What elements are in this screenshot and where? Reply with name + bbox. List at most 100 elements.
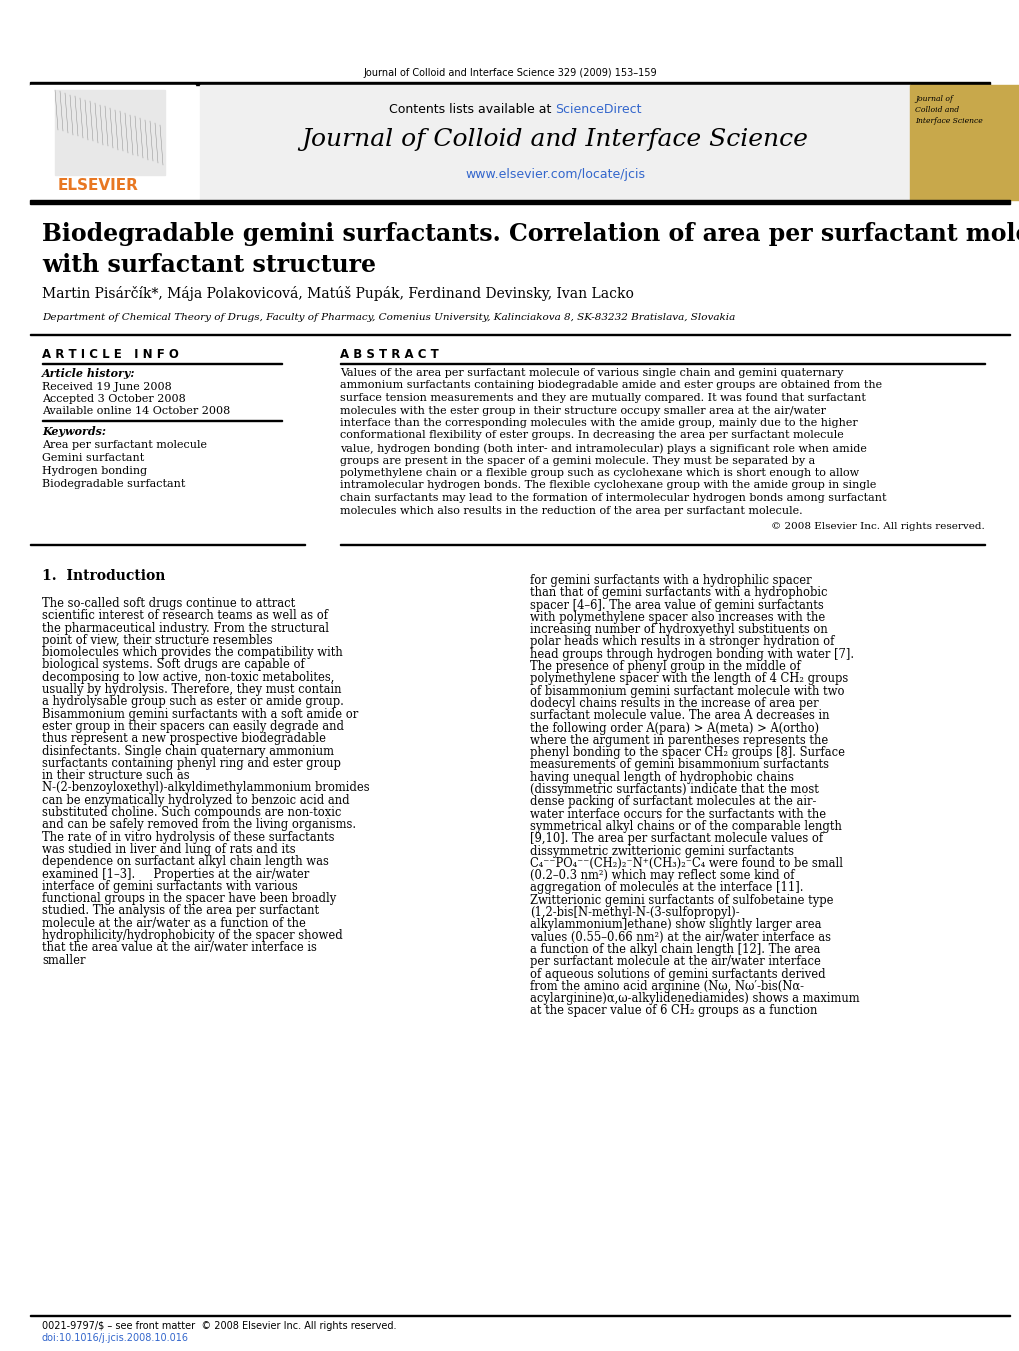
Text: Biodegradable gemini surfactants. Correlation of area per surfactant molecule: Biodegradable gemini surfactants. Correl… xyxy=(42,222,1019,246)
Text: disinfectants. Single chain quaternary ammonium: disinfectants. Single chain quaternary a… xyxy=(42,744,333,758)
Bar xyxy=(30,82,989,85)
Text: 0021-9797/$ – see front matter  © 2008 Elsevier Inc. All rights reserved.: 0021-9797/$ – see front matter © 2008 El… xyxy=(42,1321,396,1331)
Text: www.elsevier.com/locate/jcis: www.elsevier.com/locate/jcis xyxy=(465,168,644,181)
Text: values (0.55–0.66 nm²) at the air/water interface as: values (0.55–0.66 nm²) at the air/water … xyxy=(530,931,830,944)
Text: point of view, their structure resembles: point of view, their structure resembles xyxy=(42,634,272,647)
Text: can be enzymatically hydrolyzed to benzoic acid and: can be enzymatically hydrolyzed to benzo… xyxy=(42,794,350,807)
Text: molecule at the air/water as a function of the: molecule at the air/water as a function … xyxy=(42,917,306,929)
Text: Accepted 3 October 2008: Accepted 3 October 2008 xyxy=(42,394,185,404)
Text: ScienceDirect: ScienceDirect xyxy=(554,103,641,116)
Text: Martin Pisárčík*, Mája Polakovicová, Matúš Pupák, Ferdinand Devinsky, Ivan Lacko: Martin Pisárčík*, Mája Polakovicová, Mat… xyxy=(42,286,633,301)
Bar xyxy=(55,91,165,176)
Text: substituted choline. Such compounds are non-toxic: substituted choline. Such compounds are … xyxy=(42,807,341,819)
Text: Available online 14 October 2008: Available online 14 October 2008 xyxy=(42,407,230,416)
Text: a hydrolysable group such as ester or amide group.: a hydrolysable group such as ester or am… xyxy=(42,696,343,708)
Text: surfactant molecule value. The area A decreases in: surfactant molecule value. The area A de… xyxy=(530,709,828,723)
Text: functional groups in the spacer have been broadly: functional groups in the spacer have bee… xyxy=(42,892,336,905)
Text: surfactants containing phenyl ring and ester group: surfactants containing phenyl ring and e… xyxy=(42,757,340,770)
Text: biological systems. Soft drugs are capable of: biological systems. Soft drugs are capab… xyxy=(42,658,305,671)
Text: molecules with the ester group in their structure occupy smaller area at the air: molecules with the ester group in their … xyxy=(339,405,825,416)
Text: Values of the area per surfactant molecule of various single chain and gemini qu: Values of the area per surfactant molecu… xyxy=(339,367,843,378)
Text: with surfactant structure: with surfactant structure xyxy=(42,253,376,277)
Text: Journal of
Colloid and
Interface Science: Journal of Colloid and Interface Science xyxy=(914,95,981,126)
Text: N-(2-benzoyloxethyl)-alkyldimethylammonium bromides: N-(2-benzoyloxethyl)-alkyldimethylammoni… xyxy=(42,781,369,794)
Text: Keywords:: Keywords: xyxy=(42,426,106,436)
Text: Hydrogen bonding: Hydrogen bonding xyxy=(42,466,147,476)
Text: acylarginine)α,ω-alkylidenediamides) shows a maximum: acylarginine)α,ω-alkylidenediamides) sho… xyxy=(530,992,859,1005)
Text: where the argument in parentheses represents the: where the argument in parentheses repres… xyxy=(530,734,827,747)
Text: The rate of in vitro hydrolysis of these surfactants: The rate of in vitro hydrolysis of these… xyxy=(42,831,334,844)
Text: for gemini surfactants with a hydrophilic spacer: for gemini surfactants with a hydrophili… xyxy=(530,574,811,586)
Text: the pharmaceutical industry. From the structural: the pharmaceutical industry. From the st… xyxy=(42,621,329,635)
Text: doi:10.1016/j.jcis.2008.10.016: doi:10.1016/j.jcis.2008.10.016 xyxy=(42,1333,189,1343)
Text: dodecyl chains results in the increase of area per: dodecyl chains results in the increase o… xyxy=(530,697,818,711)
Text: Contents lists available at: Contents lists available at xyxy=(388,103,554,116)
Text: A R T I C L E   I N F O: A R T I C L E I N F O xyxy=(42,349,178,361)
Text: with polymethylene spacer also increases with the: with polymethylene spacer also increases… xyxy=(530,611,824,624)
Bar xyxy=(30,85,195,200)
Text: C₄⁻⁻PO₄⁻⁻(CH₂)₂⁻N⁺(CH₃)₂⁻C₄ were found to be small: C₄⁻⁻PO₄⁻⁻(CH₂)₂⁻N⁺(CH₃)₂⁻C₄ were found t… xyxy=(530,857,842,870)
Text: of bisammonium gemini surfactant molecule with two: of bisammonium gemini surfactant molecul… xyxy=(530,685,844,697)
Text: The presence of phenyl group in the middle of: The presence of phenyl group in the midd… xyxy=(530,661,800,673)
Text: (dissymmetric surfactants) indicate that the most: (dissymmetric surfactants) indicate that… xyxy=(530,784,818,796)
Text: water interface occurs for the surfactants with the: water interface occurs for the surfactan… xyxy=(530,808,825,820)
Text: surface tension measurements and they are mutually compared. It was found that s: surface tension measurements and they ar… xyxy=(339,393,865,403)
Text: interface of gemini surfactants with various: interface of gemini surfactants with var… xyxy=(42,880,298,893)
Text: polymethylene chain or a flexible group such as cyclohexane which is short enoug: polymethylene chain or a flexible group … xyxy=(339,467,858,478)
Text: molecules which also results in the reduction of the area per surfactant molecul: molecules which also results in the redu… xyxy=(339,505,802,516)
Text: smaller: smaller xyxy=(42,954,86,967)
Text: polar heads which results in a stronger hydration of: polar heads which results in a stronger … xyxy=(530,635,834,648)
Text: (0.2–0.3 nm²) which may reflect some kind of: (0.2–0.3 nm²) which may reflect some kin… xyxy=(530,869,794,882)
Text: and can be safely removed from the living organisms.: and can be safely removed from the livin… xyxy=(42,819,356,831)
Text: value, hydrogen bonding (both inter- and intramolecular) plays a significant rol: value, hydrogen bonding (both inter- and… xyxy=(339,443,866,454)
Text: in their structure such as: in their structure such as xyxy=(42,769,190,782)
Text: polymethylene spacer with the length of 4 CH₂ groups: polymethylene spacer with the length of … xyxy=(530,673,848,685)
Text: Journal of Colloid and Interface Science 329 (2009) 153–159: Journal of Colloid and Interface Science… xyxy=(363,68,656,78)
Text: Gemini surfactant: Gemini surfactant xyxy=(42,453,144,463)
Text: was studied in liver and lung of rats and its: was studied in liver and lung of rats an… xyxy=(42,843,296,857)
Text: that the area value at the air/water interface is: that the area value at the air/water int… xyxy=(42,942,317,954)
Text: from the amino acid arginine (Nω, Nω′-bis(Nα-: from the amino acid arginine (Nω, Nω′-bi… xyxy=(530,979,803,993)
Bar xyxy=(30,200,1009,204)
Text: Zwitterionic gemini surfactants of sulfobetaine type: Zwitterionic gemini surfactants of sulfo… xyxy=(530,894,833,907)
Text: hydrophilicity/hydrophobicity of the spacer showed: hydrophilicity/hydrophobicity of the spa… xyxy=(42,929,342,942)
Text: thus represent a new prospective biodegradable: thus represent a new prospective biodegr… xyxy=(42,732,326,746)
Text: (1,2-bis[N-methyl-N-(3-sulfopropyl)-: (1,2-bis[N-methyl-N-(3-sulfopropyl)- xyxy=(530,907,739,919)
Text: alkylammonium]ethane) show slightly larger area: alkylammonium]ethane) show slightly larg… xyxy=(530,919,820,931)
Text: Journal of Colloid and Interface Science: Journal of Colloid and Interface Science xyxy=(302,128,808,151)
Bar xyxy=(200,85,909,200)
Text: Article history:: Article history: xyxy=(42,367,136,380)
Text: ELSEVIER: ELSEVIER xyxy=(57,178,139,193)
Text: dissymmetric zwitterionic gemini surfactants: dissymmetric zwitterionic gemini surfact… xyxy=(530,844,793,858)
Text: per surfactant molecule at the air/water interface: per surfactant molecule at the air/water… xyxy=(530,955,820,969)
Text: usually by hydrolysis. Therefore, they must contain: usually by hydrolysis. Therefore, they m… xyxy=(42,684,341,696)
Text: biomolecules which provides the compatibility with: biomolecules which provides the compatib… xyxy=(42,646,342,659)
Text: head groups through hydrogen bonding with water [7].: head groups through hydrogen bonding wit… xyxy=(530,647,853,661)
Text: ammonium surfactants containing biodegradable amide and ester groups are obtaine: ammonium surfactants containing biodegra… xyxy=(339,381,881,390)
Text: having unequal length of hydrophobic chains: having unequal length of hydrophobic cha… xyxy=(530,771,793,784)
Text: the following order A(para) > A(meta) > A(ortho): the following order A(para) > A(meta) > … xyxy=(530,721,818,735)
Text: at the spacer value of 6 CH₂ groups as a function: at the spacer value of 6 CH₂ groups as a… xyxy=(530,1005,816,1017)
Text: than that of gemini surfactants with a hydrophobic: than that of gemini surfactants with a h… xyxy=(530,586,826,600)
Text: symmetrical alkyl chains or of the comparable length: symmetrical alkyl chains or of the compa… xyxy=(530,820,841,834)
Text: increasing number of hydroxyethyl substituents on: increasing number of hydroxyethyl substi… xyxy=(530,623,827,636)
Text: intramolecular hydrogen bonds. The flexible cyclohexane group with the amide gro: intramolecular hydrogen bonds. The flexi… xyxy=(339,481,875,490)
Text: a function of the alkyl chain length [12]. The area: a function of the alkyl chain length [12… xyxy=(530,943,819,957)
Text: Bisammonium gemini surfactants with a soft amide or: Bisammonium gemini surfactants with a so… xyxy=(42,708,358,720)
Text: of aqueous solutions of gemini surfactants derived: of aqueous solutions of gemini surfactan… xyxy=(530,967,824,981)
Text: dependence on surfactant alkyl chain length was: dependence on surfactant alkyl chain len… xyxy=(42,855,328,869)
Text: Received 19 June 2008: Received 19 June 2008 xyxy=(42,382,171,392)
Text: examined [1–3].     Properties at the air/water: examined [1–3]. Properties at the air/wa… xyxy=(42,867,309,881)
Text: groups are present in the spacer of a gemini molecule. They must be separated by: groups are present in the spacer of a ge… xyxy=(339,455,814,466)
Text: aggregation of molecules at the interface [11].: aggregation of molecules at the interfac… xyxy=(530,881,803,894)
Text: scientific interest of research teams as well as of: scientific interest of research teams as… xyxy=(42,609,328,623)
Text: Biodegradable surfactant: Biodegradable surfactant xyxy=(42,480,185,489)
Text: chain surfactants may lead to the formation of intermolecular hydrogen bonds amo: chain surfactants may lead to the format… xyxy=(339,493,886,503)
Text: ester group in their spacers can easily degrade and: ester group in their spacers can easily … xyxy=(42,720,343,734)
Text: spacer [4–6]. The area value of gemini surfactants: spacer [4–6]. The area value of gemini s… xyxy=(530,598,823,612)
Text: 1.  Introduction: 1. Introduction xyxy=(42,569,165,584)
Text: studied. The analysis of the area per surfactant: studied. The analysis of the area per su… xyxy=(42,905,319,917)
Text: decomposing to low active, non-toxic metabolites,: decomposing to low active, non-toxic met… xyxy=(42,671,334,684)
Text: interface than the corresponding molecules with the amide group, mainly due to t: interface than the corresponding molecul… xyxy=(339,417,857,428)
Text: Department of Chemical Theory of Drugs, Faculty of Pharmacy, Comenius University: Department of Chemical Theory of Drugs, … xyxy=(42,313,735,322)
